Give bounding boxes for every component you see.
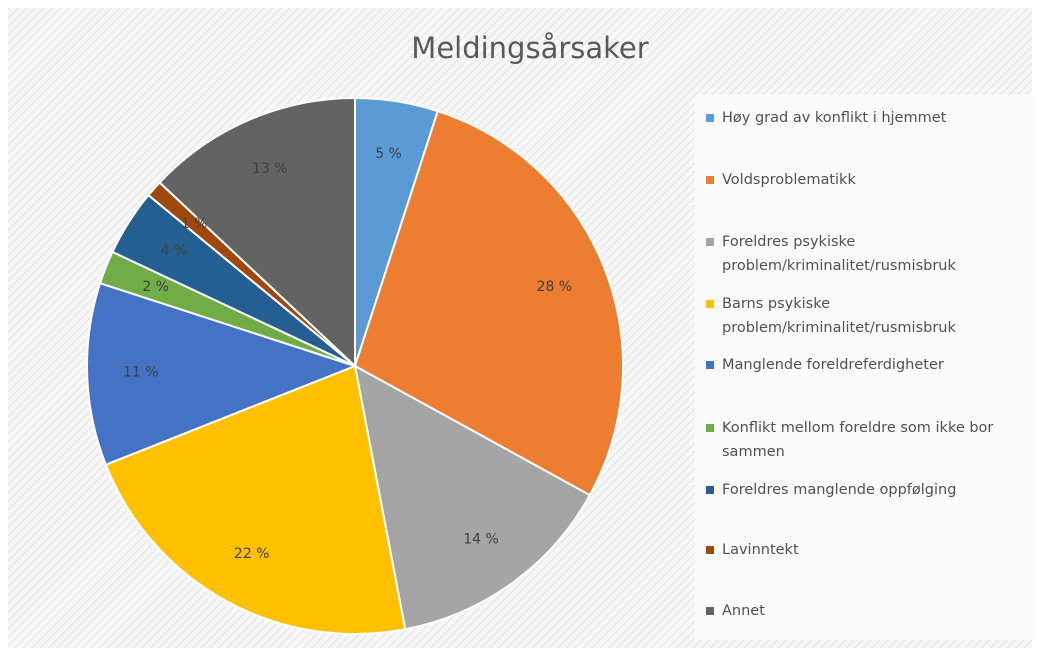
legend-swatch (706, 546, 714, 554)
legend-label: Foreldres manglende oppfølging (722, 482, 956, 498)
legend-swatch (706, 424, 714, 432)
data-label: 1 % (181, 216, 208, 232)
pie-slice (353, 364, 592, 631)
legend-label: Foreldres psykiske problem/kriminalitet/r… (722, 234, 957, 274)
legend-swatch (706, 361, 714, 369)
legend-swatch (706, 176, 714, 184)
legend-label: Annet (722, 603, 765, 619)
legend-swatch (706, 300, 714, 308)
data-label: 11 % (123, 365, 159, 381)
legend-box (695, 95, 1033, 640)
legend-line: Barns psykiske (722, 296, 830, 312)
legend-line: sammen (722, 444, 785, 460)
data-label: 28 % (537, 279, 573, 295)
data-label: 5 % (375, 146, 402, 162)
data-label: 14 % (463, 531, 499, 547)
legend-line: Konflikt mellom foreldre som ikke bor (722, 420, 993, 436)
legend-label: Barns psykiske problem/kriminalitet/rusmi… (722, 296, 957, 336)
chart-title: Meldingsårsaker (411, 31, 648, 65)
legend-label: Manglende foreldreferdigheter (722, 357, 944, 373)
data-label: 4 % (161, 243, 188, 259)
pie-slice (86, 281, 358, 466)
legend-line: problem/kriminalitet/rusmisbruk (722, 320, 957, 336)
legend-label: Konflikt mellom foreldre som ikke bor sam… (722, 420, 993, 460)
legend-swatch (706, 114, 714, 122)
pie-slice (104, 364, 407, 635)
data-label: 22 % (234, 546, 270, 562)
data-label: 13 % (252, 161, 288, 177)
legend-swatch (706, 607, 714, 615)
legend-swatch (706, 238, 714, 246)
pie-slice (353, 109, 624, 497)
legend-swatch (706, 486, 714, 494)
legend-line: Foreldres psykiske (722, 234, 855, 250)
legend-label: Høy grad av konflikt i hjemmet (722, 110, 947, 126)
legend-line: problem/kriminalitet/rusmisbruk (722, 258, 957, 274)
data-label: 2 % (142, 279, 169, 295)
legend-label: Lavinntekt (722, 542, 799, 558)
pie-slice (158, 96, 356, 369)
legend-label: Voldsproblematikk (722, 172, 856, 188)
